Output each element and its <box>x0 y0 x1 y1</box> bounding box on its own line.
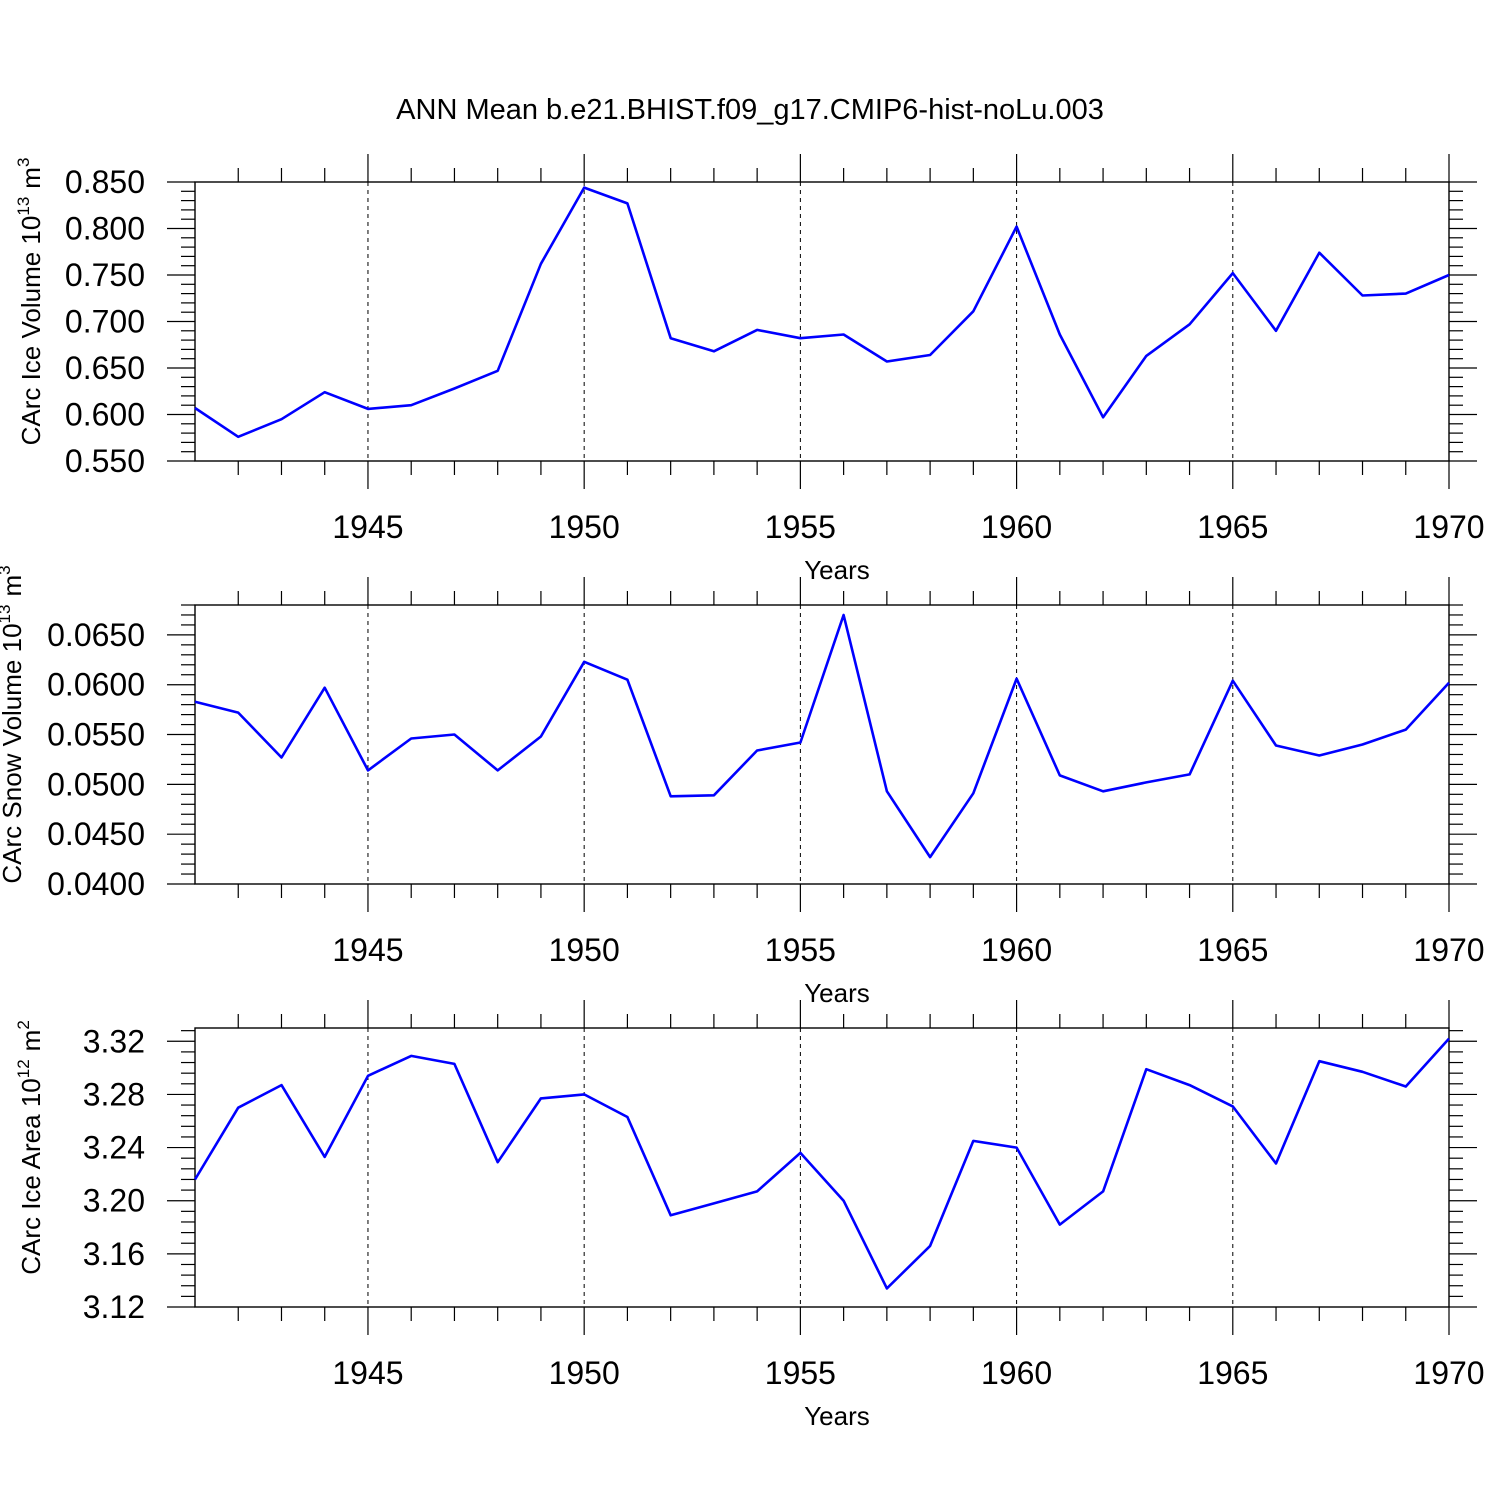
y-tick-label: 0.700 <box>65 304 145 340</box>
series-line <box>194 613 1450 859</box>
y-tick-label: 3.32 <box>83 1023 145 1059</box>
x-axis-label: Years <box>804 555 870 585</box>
x-tick-label: 1965 <box>1197 932 1268 968</box>
y-axis-label: CArc Snow Volume 1013 m3 <box>0 565 27 883</box>
y-tick-label: 0.0650 <box>47 617 145 653</box>
x-tick-label: 1950 <box>549 509 620 545</box>
y-tick-label: 3.20 <box>83 1183 145 1219</box>
x-tick-label: 1960 <box>981 932 1052 968</box>
panel-1: 1945 1950 1955 1960 1965 1970 0.550 0.600 0.650 0… <box>14 154 1485 585</box>
y-axis-label-unit: m <box>16 167 46 189</box>
y-axis-label: CArc Ice Area 1012 m2 <box>14 1020 46 1275</box>
x-tick-label: 1970 <box>1413 1355 1484 1391</box>
x-tick-label: 1970 <box>1413 932 1484 968</box>
x-tick-label: 1965 <box>1197 509 1268 545</box>
y-axis-label-text: CArc Ice Volume 10 <box>16 216 46 446</box>
x-tick-label: 1945 <box>332 509 403 545</box>
x-tick-label: 1970 <box>1413 509 1484 545</box>
y-axis-label-exponent: 12 <box>14 1059 33 1078</box>
y-tick-label: 3.12 <box>83 1289 145 1325</box>
y-axis-label-unit-exponent: 3 <box>0 565 14 574</box>
x-tick-label: 1955 <box>765 932 836 968</box>
y-tick-label: 3.16 <box>83 1236 145 1272</box>
y-axis-label-unit-exponent: 2 <box>14 1020 33 1029</box>
x-tick-label: 1960 <box>981 509 1052 545</box>
y-tick-label: 3.28 <box>83 1076 145 1112</box>
y-tick-label: 0.600 <box>65 397 145 433</box>
panel-3: 1945 1950 1955 1960 1965 1970 3.12 3.16 3.20 3.24… <box>14 1000 1485 1431</box>
x-axis-label: Years <box>804 978 870 1008</box>
x-tick-label: 1955 <box>765 1355 836 1391</box>
y-tick-label: 0.650 <box>65 350 145 386</box>
y-tick-label: 0.800 <box>65 211 145 247</box>
y-axis-label-unit: m <box>0 575 27 597</box>
y-tick-label: 0.0600 <box>47 667 145 703</box>
y-tick-label: 0.850 <box>65 164 145 200</box>
y-axis-label-exponent: 13 <box>14 197 33 216</box>
panel-2: 1945 1950 1955 1960 1965 1970 0.0400 0.0450 0.05… <box>0 565 1485 1008</box>
x-tick-label: 1950 <box>549 1355 620 1391</box>
y-tick-label: 0.750 <box>65 257 145 293</box>
y-tick-label: 0.550 <box>65 443 145 479</box>
plot-frame <box>194 1027 1450 1308</box>
y-axis-label-text: CArc Ice Area 10 <box>16 1078 46 1275</box>
plot-frame <box>194 181 1450 462</box>
y-tick-label: 0.0400 <box>47 866 145 902</box>
plot-frame <box>194 604 1450 885</box>
y-axis-label-exponent: 13 <box>0 605 14 624</box>
y-axis-label-unit-exponent: 3 <box>14 158 33 167</box>
x-tick-label: 1960 <box>981 1355 1052 1391</box>
series-line <box>194 186 1450 439</box>
x-tick-label: 1965 <box>1197 1355 1268 1391</box>
figure-title: ANN Mean b.e21.BHIST.f09_g17.CMIP6-hist-… <box>396 94 1104 126</box>
x-tick-label: 1945 <box>332 1355 403 1391</box>
y-tick-label: 3.24 <box>83 1130 145 1166</box>
x-tick-label: 1950 <box>549 932 620 968</box>
series-line <box>193 1037 1450 1290</box>
y-axis-label-text: CArc Snow Volume 10 <box>0 623 27 883</box>
y-axis-label-unit: m <box>16 1030 46 1052</box>
y-axis-label: CArc Ice Volume 1013 m3 <box>14 158 46 446</box>
y-tick-label: 0.0500 <box>47 766 145 802</box>
x-tick-label: 1955 <box>765 509 836 545</box>
panels: 1945 1950 1955 1960 1965 1970 0.550 0.600 0.650 0… <box>0 154 1485 1431</box>
y-tick-label: 0.0550 <box>47 717 145 753</box>
y-tick-label: 0.0450 <box>47 816 145 852</box>
x-axis-label: Years <box>804 1401 870 1431</box>
x-tick-label: 1945 <box>332 932 403 968</box>
